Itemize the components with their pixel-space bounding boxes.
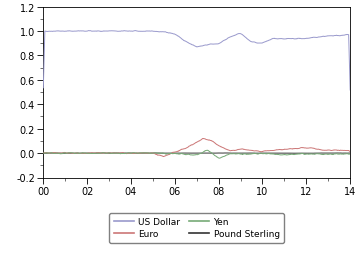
Legend: US Dollar, Euro, Yen, Pound Sterling: US Dollar, Euro, Yen, Pound Sterling <box>109 213 284 243</box>
